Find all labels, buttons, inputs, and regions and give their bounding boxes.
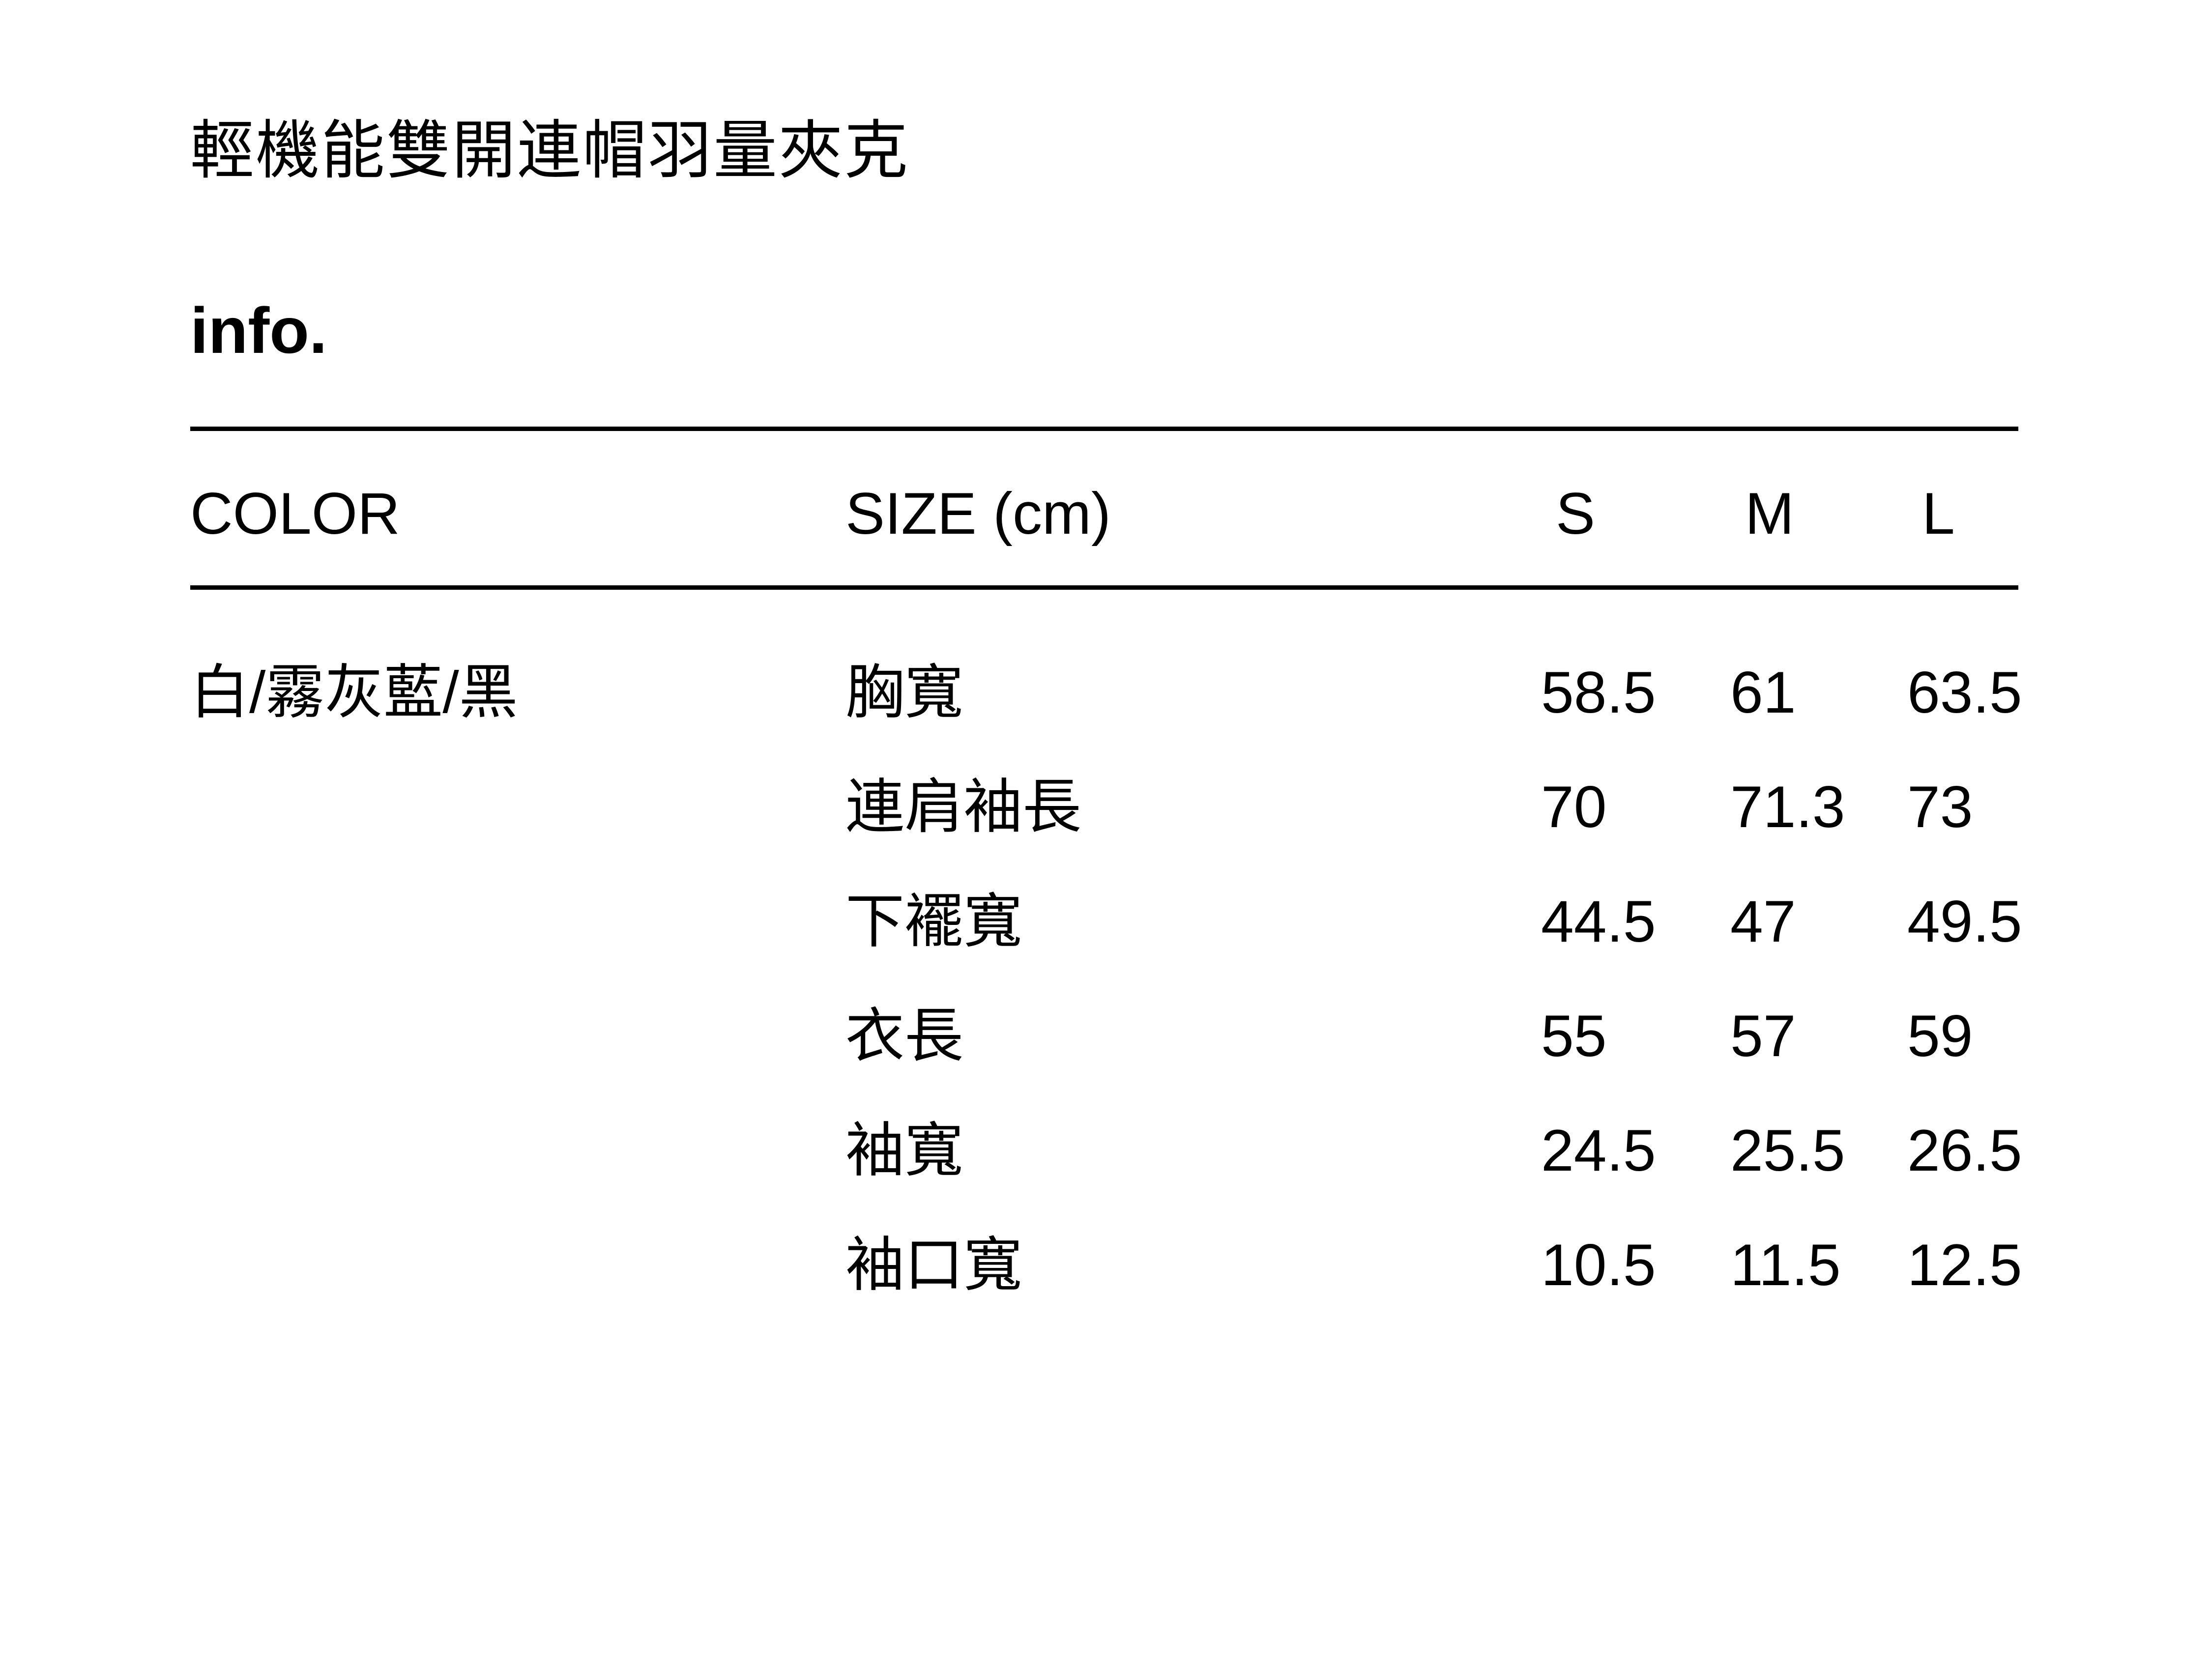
color-value: 白/霧灰藍/黑 bbox=[190, 659, 518, 725]
column-header-l: L bbox=[1922, 481, 1955, 547]
value-l: 59 bbox=[1907, 1003, 1973, 1069]
page-content: 輕機能雙開連帽羽量夾克 info. COLOR SIZE (cm) S M L … bbox=[190, 0, 2022, 1322]
value-s: 10.5 bbox=[1541, 1232, 1656, 1298]
value-l: 63.5 bbox=[1907, 659, 2022, 725]
value-m: 47 bbox=[1730, 888, 1796, 954]
column-header-size: SIZE (cm) bbox=[845, 481, 1111, 547]
measurement-label: 下襬寬 bbox=[845, 888, 1022, 954]
value-s: 44.5 bbox=[1541, 888, 1656, 954]
table-row: 袖口寬 10.5 11.5 12.5 bbox=[190, 1208, 2022, 1322]
value-m: 57 bbox=[1730, 1003, 1796, 1069]
column-header-s: S bbox=[1556, 481, 1596, 547]
product-title: 輕機能雙開連帽羽量夾克 bbox=[190, 115, 910, 186]
info-section-heading: info. bbox=[190, 294, 327, 367]
divider-top bbox=[190, 427, 2018, 431]
column-header-color: COLOR bbox=[190, 481, 400, 547]
table-row: 白/霧灰藍/黑 胸寬 58.5 61 63.5 bbox=[190, 635, 2022, 749]
size-table-header-row: COLOR SIZE (cm) S M L bbox=[190, 431, 2018, 585]
value-l: 49.5 bbox=[1907, 888, 2022, 954]
value-l: 73 bbox=[1907, 774, 1973, 840]
value-l: 26.5 bbox=[1907, 1117, 2022, 1183]
value-s: 70 bbox=[1541, 774, 1607, 840]
value-m: 61 bbox=[1730, 659, 1796, 725]
value-m: 25.5 bbox=[1730, 1117, 1845, 1183]
value-s: 55 bbox=[1541, 1003, 1607, 1069]
value-m: 71.3 bbox=[1730, 774, 1845, 840]
divider-header bbox=[190, 585, 2018, 590]
value-s: 24.5 bbox=[1541, 1117, 1656, 1183]
column-header-m: M bbox=[1745, 481, 1794, 547]
table-row: 衣長 55 57 59 bbox=[190, 978, 2018, 1093]
measurement-label: 連肩袖長 bbox=[845, 774, 1081, 840]
value-s: 58.5 bbox=[1541, 659, 1656, 725]
measurement-label: 衣長 bbox=[845, 1003, 963, 1069]
value-m: 11.5 bbox=[1730, 1232, 1841, 1298]
table-row: 連肩袖長 70 71.3 73 bbox=[190, 749, 2018, 864]
measurement-label: 胸寬 bbox=[845, 659, 963, 725]
size-table-body: 白/霧灰藍/黑 胸寬 58.5 61 63.5 連肩袖長 70 71.3 73 … bbox=[190, 590, 2022, 1322]
measurement-label: 袖寬 bbox=[845, 1117, 963, 1183]
table-row: 袖寬 24.5 25.5 26.5 bbox=[190, 1093, 2022, 1208]
measurement-label: 袖口寬 bbox=[845, 1232, 1022, 1298]
value-l: 12.5 bbox=[1907, 1232, 2022, 1298]
table-row: 下襬寬 44.5 47 49.5 bbox=[190, 864, 2022, 978]
